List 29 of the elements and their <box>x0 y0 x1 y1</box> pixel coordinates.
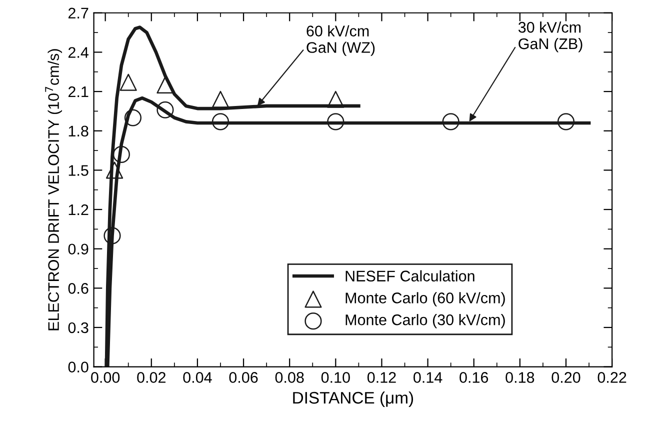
y-tick-label: 0.9 <box>68 244 88 255</box>
annotation: 30 kV/cm GaN (ZB) <box>518 22 582 52</box>
y-tick-label: 0.3 <box>68 322 88 334</box>
x-tick-label: 0.16 <box>460 372 488 383</box>
y-tick-label: 1.5 <box>68 165 88 176</box>
y-tick-label: 2.7 <box>68 8 88 18</box>
legend-label: Monte Carlo (30 kV/cm) <box>346 314 505 328</box>
x-axis-title: DISTANCE (μm) <box>293 391 414 407</box>
x-tick-label: 0.08 <box>275 372 304 383</box>
x-tick-label: 0.06 <box>229 372 258 383</box>
x-tick-label: 0.14 <box>414 372 442 383</box>
y-tick-label: 0.6 <box>68 283 88 294</box>
x-tick-label: 0.22 <box>598 372 626 383</box>
legend-label: NESEF Calculation <box>346 270 474 282</box>
x-tick-label: 0.02 <box>137 372 166 383</box>
y-axis-title: ELECTRON DRIFT VELOCITY (10$^{7}$cm/s) <box>45 49 62 330</box>
x-tick-label: 0.04 <box>183 372 212 383</box>
x-tick-label: 0.12 <box>367 372 396 383</box>
y-tick-label: 0.0 <box>68 362 88 372</box>
annotation: 60 kV/cm GaN (WZ) <box>306 25 375 56</box>
y-tick-label: 1.2 <box>68 204 88 216</box>
x-tick-label: 0.00 <box>91 372 120 383</box>
y-tick-label: 2.1 <box>68 86 88 98</box>
y-tick-label: 1.8 <box>68 126 88 137</box>
x-tick-label: 0.20 <box>552 372 580 383</box>
x-tick-label: 0.10 <box>321 372 350 383</box>
x-tick-label: 0.18 <box>506 372 534 383</box>
y-tick-label: 2.4 <box>68 47 88 58</box>
legend-label: Monte Carlo (60 kV/cm) <box>346 292 505 306</box>
